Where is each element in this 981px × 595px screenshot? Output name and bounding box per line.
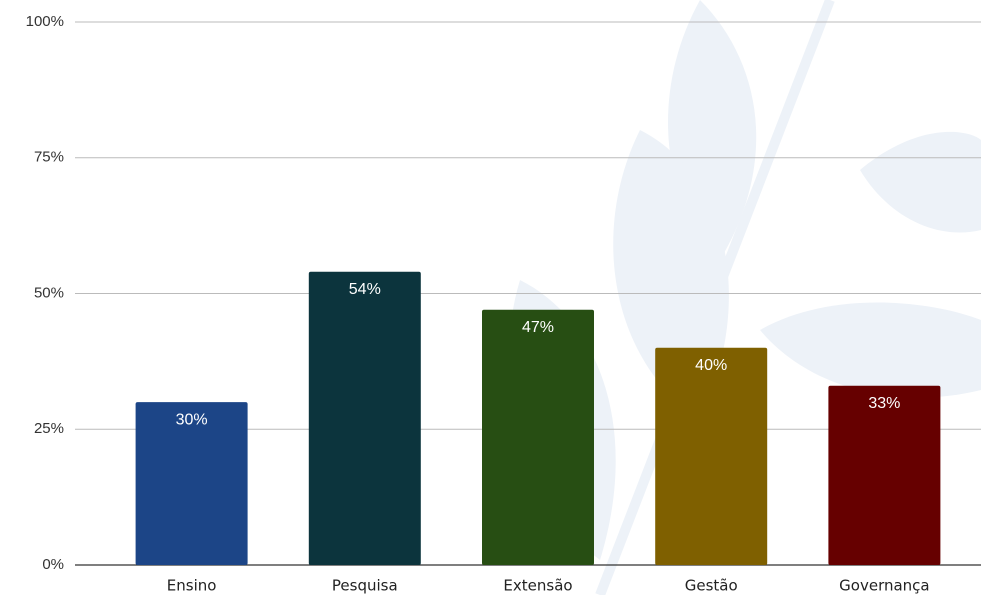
bar bbox=[482, 310, 594, 565]
y-tick-label: 50% bbox=[34, 284, 64, 301]
y-tick-label: 100% bbox=[26, 13, 64, 30]
bar bbox=[828, 386, 940, 565]
y-tick-label: 0% bbox=[42, 556, 64, 573]
chart: 0% 25% 50% 75% 100% Ensino 30% Pesquisa 54% Exten… bbox=[0, 0, 981, 595]
value-label: 54% bbox=[349, 281, 381, 298]
x-tick-label: Governança bbox=[839, 577, 929, 595]
y-tick-label: 25% bbox=[34, 420, 64, 437]
y-tick-label: 75% bbox=[34, 149, 64, 166]
x-tick-label: Pesquisa bbox=[332, 577, 398, 595]
x-tick-label: Gestão bbox=[685, 577, 738, 595]
value-label: 47% bbox=[522, 319, 554, 336]
value-label: 40% bbox=[695, 357, 727, 374]
x-tick-label: Ensino bbox=[167, 577, 217, 595]
page: {"chart_data": {"type": "bar", "categori… bbox=[0, 0, 981, 595]
bar bbox=[655, 348, 767, 565]
value-label: 30% bbox=[176, 411, 208, 428]
x-tick-label: Extensão bbox=[503, 577, 572, 595]
value-label: 33% bbox=[868, 395, 900, 412]
bar bbox=[309, 272, 421, 565]
